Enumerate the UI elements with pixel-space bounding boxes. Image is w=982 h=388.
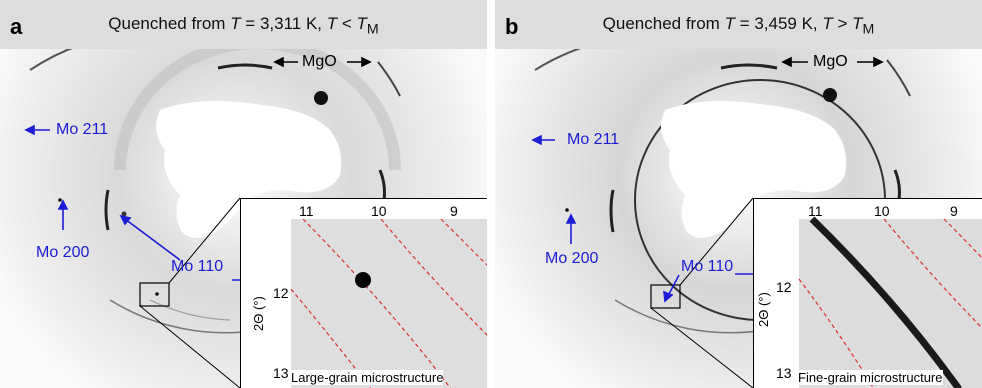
tick-11: 11 [299,203,314,219]
mo200-label: Mo 200 [36,244,90,261]
panel-a: a Quenched from T = 3,311 K, T < TM MgO … [0,0,487,388]
tick-13: 13 [273,365,289,381]
mo200-label: Mo 200 [545,250,599,267]
tick-10: 10 [371,203,387,219]
mgo-label: MgO [813,53,848,70]
panel-letter: b [505,14,519,39]
tick-13: 13 [776,365,792,381]
zoom-inset: 11 10 9 12 13 2Θ (°) Large-grain microst… [240,198,487,388]
tick-11: 11 [808,203,823,219]
inset-caption: Large-grain microstructure [291,370,444,385]
inset-image [798,216,982,388]
two-theta-axis-label: 2Θ (°) [251,296,266,331]
mo211-label: Mo 211 [567,131,620,148]
tick-12: 12 [273,285,289,301]
tick-9: 9 [450,203,458,219]
panel-title: Quenched from T = 3,311 K, T < TM [108,14,379,38]
mgo-label: MgO [302,53,337,70]
panel-b: b Quenched from T = 3,459 K, T > TM MgO … [495,0,982,388]
mo110-label: Mo 110 [681,258,734,275]
panel-letter: a [10,14,23,39]
header-bar [0,0,487,49]
inset-image [290,218,487,388]
mo211-label: Mo 211 [56,121,109,138]
two-theta-axis-label: 2Θ (°) [756,292,771,327]
tick-9: 9 [950,203,958,219]
header-bar [495,0,982,49]
tick-12: 12 [776,279,792,295]
zoom-inset: 11 10 9 12 13 2Θ (°) Fine-grain microstr… [753,198,982,388]
inset-caption: Fine-grain microstructure [798,370,943,385]
mo110-label: Mo 110 [171,258,224,275]
tick-10: 10 [874,203,890,219]
panel-title: Quenched from T = 3,459 K, T > TM [602,14,875,38]
